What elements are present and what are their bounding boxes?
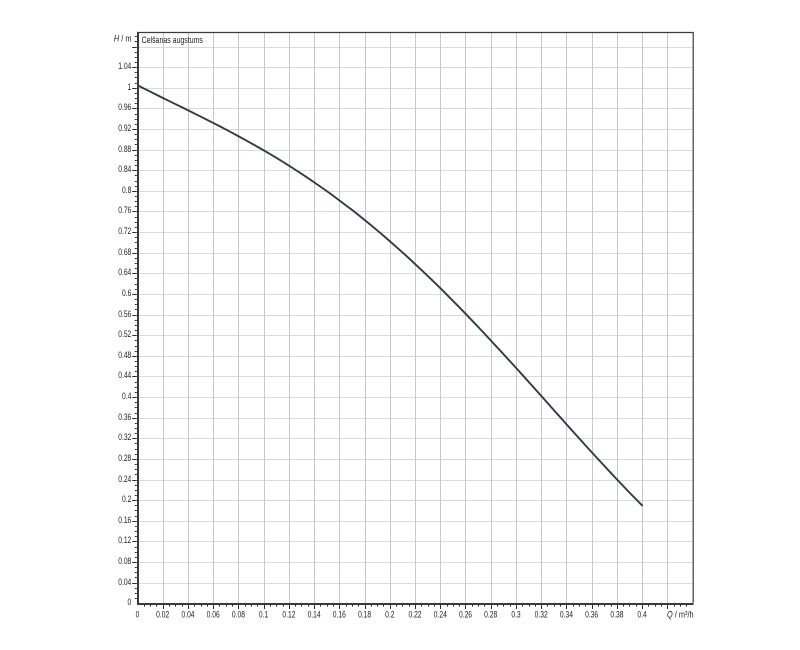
svg-text:0.18: 0.18 <box>358 610 371 620</box>
svg-text:0.48: 0.48 <box>118 350 131 360</box>
svg-text:0.24: 0.24 <box>118 474 131 484</box>
svg-text:0.12: 0.12 <box>282 610 295 620</box>
svg-text:0.08: 0.08 <box>118 556 131 566</box>
svg-text:Q / m³/h: Q / m³/h <box>667 609 694 620</box>
svg-text:0.2: 0.2 <box>122 494 132 504</box>
svg-text:0.4: 0.4 <box>122 391 132 401</box>
svg-text:0.12: 0.12 <box>118 535 131 545</box>
svg-text:1: 1 <box>128 82 132 92</box>
svg-text:0.44: 0.44 <box>118 370 131 380</box>
svg-text:0.1: 0.1 <box>259 610 269 620</box>
svg-text:0.24: 0.24 <box>434 610 447 620</box>
svg-text:0.22: 0.22 <box>408 610 421 620</box>
svg-text:0.34: 0.34 <box>560 610 573 620</box>
svg-text:0.28: 0.28 <box>118 453 131 463</box>
svg-text:0.16: 0.16 <box>118 515 131 525</box>
svg-text:0.14: 0.14 <box>308 610 321 620</box>
svg-text:0.36: 0.36 <box>585 610 598 620</box>
svg-text:0.96: 0.96 <box>118 102 131 112</box>
svg-text:0.04: 0.04 <box>181 610 194 620</box>
svg-text:0.02: 0.02 <box>156 610 169 620</box>
svg-text:0.38: 0.38 <box>610 610 623 620</box>
svg-text:0.84: 0.84 <box>118 164 131 174</box>
svg-text:0.72: 0.72 <box>118 226 131 236</box>
svg-text:0.32: 0.32 <box>535 610 548 620</box>
svg-text:0.2: 0.2 <box>385 610 395 620</box>
svg-text:0.32: 0.32 <box>118 432 131 442</box>
svg-text:0.06: 0.06 <box>207 610 220 620</box>
svg-text:0.92: 0.92 <box>118 123 131 133</box>
svg-text:0: 0 <box>136 610 140 620</box>
svg-text:0.8: 0.8 <box>122 185 132 195</box>
svg-text:0.52: 0.52 <box>118 329 131 339</box>
svg-text:0.76: 0.76 <box>118 205 131 215</box>
svg-text:H / m: H / m <box>114 32 132 43</box>
svg-text:0.6: 0.6 <box>122 288 132 298</box>
svg-text:0: 0 <box>128 597 132 607</box>
svg-text:0.3: 0.3 <box>511 610 521 620</box>
svg-text:0.68: 0.68 <box>118 247 131 257</box>
svg-text:0.36: 0.36 <box>118 412 131 422</box>
svg-text:0.88: 0.88 <box>118 144 131 154</box>
svg-text:Celšanas augstums: Celšanas augstums <box>142 35 203 45</box>
svg-text:0.64: 0.64 <box>118 267 131 277</box>
svg-text:0.56: 0.56 <box>118 309 131 319</box>
svg-text:0.16: 0.16 <box>333 610 346 620</box>
svg-text:0.26: 0.26 <box>459 610 472 620</box>
svg-text:0.08: 0.08 <box>232 610 245 620</box>
svg-text:0.28: 0.28 <box>484 610 497 620</box>
svg-text:0.4: 0.4 <box>637 610 647 620</box>
svg-text:0.04: 0.04 <box>118 577 131 587</box>
svg-text:1.04: 1.04 <box>118 61 131 71</box>
